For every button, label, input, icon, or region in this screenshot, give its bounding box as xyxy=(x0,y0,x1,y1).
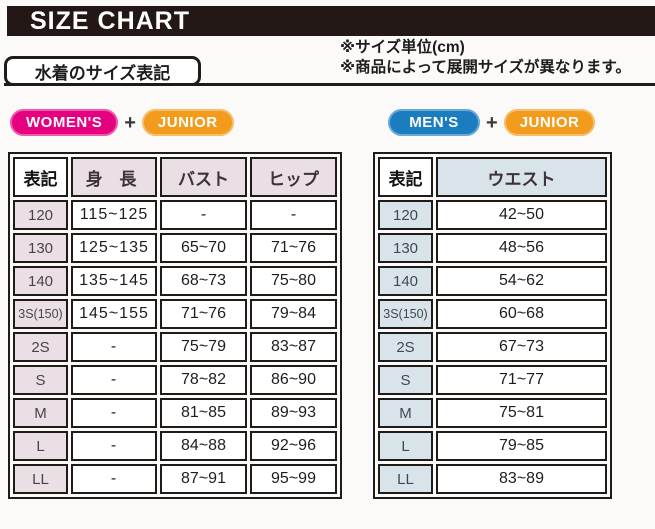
size-code-cell: 140 xyxy=(378,266,433,296)
size-code-cell: LL xyxy=(378,464,433,494)
size-code-cell: 2S xyxy=(13,332,68,362)
mens-badge: MEN'S xyxy=(388,109,480,136)
measurement-cell: 71~76 xyxy=(250,233,337,263)
size-code-cell: S xyxy=(378,365,433,395)
table-row: 130 48~56 xyxy=(378,233,607,263)
measurement-cell: 48~56 xyxy=(436,233,607,263)
table-row: 3S(150) 145~155 71~76 79~84 xyxy=(13,299,337,329)
table-row: S -78~82 86~90 xyxy=(13,365,337,395)
plus-icon: + xyxy=(486,111,498,134)
table-row: 2S 67~73 xyxy=(378,332,607,362)
section-label: 水着のサイズ表記 xyxy=(4,56,201,86)
table-row: 3S(150) 60~68 xyxy=(378,299,607,329)
measurement-cell: 78~82 xyxy=(160,365,247,395)
measurement-cell: 145~155 xyxy=(71,299,157,329)
measurement-cell: 75~80 xyxy=(250,266,337,296)
junior-badge: JUNIOR xyxy=(503,109,596,136)
table-row: 120 42~50 xyxy=(378,200,607,230)
measurement-cell: 75~79 xyxy=(160,332,247,362)
table-row: 130 125~135 65~70 71~76 xyxy=(13,233,337,263)
measurement-cell: 60~68 xyxy=(436,299,607,329)
table-row: 140 135~145 68~73 75~80 xyxy=(13,266,337,296)
size-code-cell: M xyxy=(378,398,433,428)
measurement-cell: 84~88 xyxy=(160,431,247,461)
measurement-cell: 125~135 xyxy=(71,233,157,263)
column-header: 表記 xyxy=(13,157,68,197)
title-bar: SIZE CHART xyxy=(7,6,655,36)
page-title: SIZE CHART xyxy=(30,6,190,35)
table-row: M 75~81 xyxy=(378,398,607,428)
measurement-cell: 79~84 xyxy=(250,299,337,329)
womens-badge-group: WOMEN'S + JUNIOR xyxy=(10,109,234,136)
measurement-cell: 83~87 xyxy=(250,332,337,362)
size-code-cell: 130 xyxy=(378,233,433,263)
table-row: L -84~88 92~96 xyxy=(13,431,337,461)
column-header: バスト xyxy=(160,157,247,197)
table-row: M -81~85 89~93 xyxy=(13,398,337,428)
size-code-cell: 120 xyxy=(13,200,68,230)
column-header: 表記 xyxy=(378,157,433,197)
measurement-cell: 79~85 xyxy=(436,431,607,461)
measurement-cell: - xyxy=(71,398,157,428)
size-code-cell: 120 xyxy=(378,200,433,230)
measurement-cell: 95~99 xyxy=(250,464,337,494)
measurement-cell: 89~93 xyxy=(250,398,337,428)
measurement-cell: 65~70 xyxy=(160,233,247,263)
womens-badge: WOMEN'S xyxy=(10,109,119,136)
table-row: LL -87~91 95~99 xyxy=(13,464,337,494)
size-code-cell: 3S(150) xyxy=(13,299,68,329)
measurement-cell: 87~91 xyxy=(160,464,247,494)
measurement-cell: 83~89 xyxy=(436,464,607,494)
table-row: LL 83~89 xyxy=(378,464,607,494)
measurement-cell: - xyxy=(71,332,157,362)
notes: ※サイズ単位(cm) ※商品によって展開サイズが異なります。 xyxy=(340,38,631,78)
table-row: L 79~85 xyxy=(378,431,607,461)
measurement-cell: - xyxy=(71,431,157,461)
column-header: 身 長 xyxy=(71,157,157,197)
table-row: 120 115~125- - xyxy=(13,200,337,230)
size-code-cell: L xyxy=(13,431,68,461)
table-row: 140 54~62 xyxy=(378,266,607,296)
measurement-cell: 75~81 xyxy=(436,398,607,428)
measurement-cell: - xyxy=(71,464,157,494)
measurement-cell: 135~145 xyxy=(71,266,157,296)
measurement-cell: 42~50 xyxy=(436,200,607,230)
note-size-unit: ※サイズ単位(cm) xyxy=(340,39,465,56)
column-header: ウエスト xyxy=(436,157,607,197)
note-size-variation: ※商品によって展開サイズが異なります。 xyxy=(340,58,631,76)
measurement-cell: 54~62 xyxy=(436,266,607,296)
womens-size-table: 表記身 長バスト ヒップ 120 115~125- -130 125~135 65~70 7… xyxy=(8,152,342,499)
size-code-cell: 3S(150) xyxy=(378,299,433,329)
size-code-cell: 140 xyxy=(13,266,68,296)
size-code-cell: M xyxy=(13,398,68,428)
measurement-cell: 86~90 xyxy=(250,365,337,395)
mens-badge-group: MEN'S + JUNIOR xyxy=(388,109,596,136)
table-header-row: 表記 ウエスト xyxy=(378,157,607,197)
size-code-cell: S xyxy=(13,365,68,395)
measurement-cell: 67~73 xyxy=(436,332,607,362)
size-code-cell: LL xyxy=(13,464,68,494)
table-row: S 71~77 xyxy=(378,365,607,395)
measurement-cell: 81~85 xyxy=(160,398,247,428)
measurement-cell: 68~73 xyxy=(160,266,247,296)
column-header: ヒップ xyxy=(250,157,337,197)
measurement-cell: - xyxy=(160,200,247,230)
size-code-cell: 2S xyxy=(378,332,433,362)
measurement-cell: 71~76 xyxy=(160,299,247,329)
measurement-cell: - xyxy=(71,365,157,395)
measurement-cell: 115~125 xyxy=(71,200,157,230)
junior-badge: JUNIOR xyxy=(141,109,234,136)
table-header-row: 表記身 長バスト ヒップ xyxy=(13,157,337,197)
measurement-cell: 71~77 xyxy=(436,365,607,395)
plus-icon: + xyxy=(124,111,136,134)
size-code-cell: L xyxy=(378,431,433,461)
measurement-cell: - xyxy=(250,200,337,230)
measurement-cell: 92~96 xyxy=(250,431,337,461)
table-row: 2S -75~79 83~87 xyxy=(13,332,337,362)
mens-size-table: 表記 ウエスト 120 42~50 130 48~56 140 54~62 3S(150) 60… xyxy=(373,152,612,499)
size-code-cell: 130 xyxy=(13,233,68,263)
section-divider xyxy=(4,83,655,86)
